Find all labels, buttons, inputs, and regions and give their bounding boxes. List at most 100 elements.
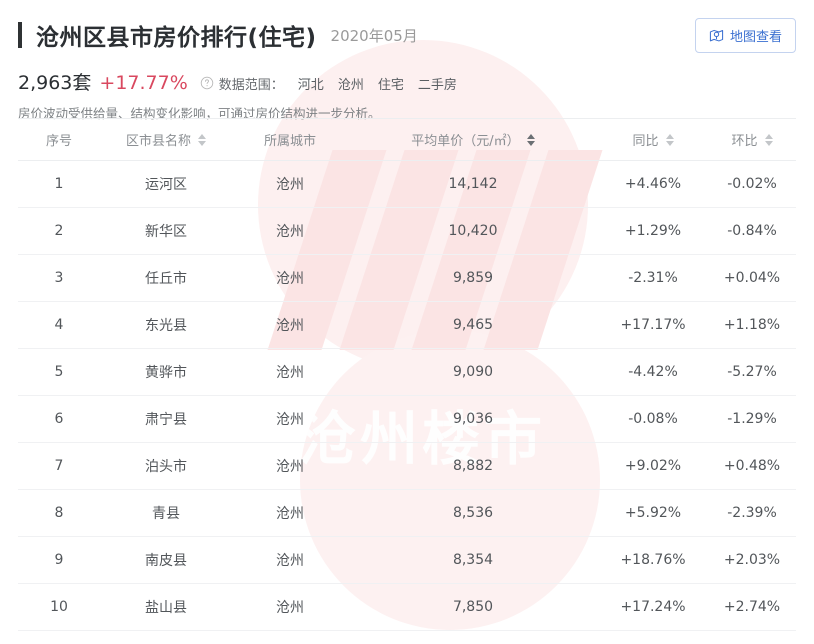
scope-tag-type[interactable]: 住宅 <box>377 78 404 93</box>
ranking-table: 序号 区市县名称 所属城市 平均单价（元/㎡） <box>18 118 796 631</box>
page-header: 沧州区县市房价排行(住宅) 2020年05月 地图查看 2,963套 +17.7… <box>0 0 814 121</box>
scope-tag-province[interactable]: 河北 <box>297 78 324 93</box>
title-accent-bar <box>18 22 22 48</box>
cell-district-name: 盐山县 <box>100 583 232 631</box>
cell-yoy: +17.17% <box>598 301 708 349</box>
table-row[interactable]: 8 青县 沧州 8,536 +5.92% -2.39% <box>18 489 796 537</box>
cell-yoy: -4.42% <box>598 348 708 396</box>
column-header-yoy-label: 同比 <box>632 134 659 149</box>
cell-index: 7 <box>18 442 100 490</box>
sort-toggle-name[interactable] <box>198 133 206 146</box>
cell-district-name: 新华区 <box>100 207 232 255</box>
table-row[interactable]: 4 东光县 沧州 9,465 +17.17% +1.18% <box>18 301 796 349</box>
cell-avg-price: 8,882 <box>348 442 598 490</box>
column-header-name[interactable]: 区市县名称 <box>100 118 232 161</box>
cell-yoy: +5.92% <box>598 489 708 537</box>
cell-city: 沧州 <box>232 160 348 208</box>
cell-city: 沧州 <box>232 489 348 537</box>
column-header-mom[interactable]: 环比 <box>708 118 796 161</box>
cell-avg-price: 14,142 <box>348 160 598 208</box>
cell-index: 2 <box>18 207 100 255</box>
cell-city: 沧州 <box>232 442 348 490</box>
cell-avg-price: 7,850 <box>348 583 598 631</box>
cell-avg-price: 9,036 <box>348 395 598 443</box>
table-row[interactable]: 2 新华区 沧州 10,420 +1.29% -0.84% <box>18 207 796 255</box>
column-header-yoy[interactable]: 同比 <box>598 118 708 161</box>
cell-city: 沧州 <box>232 301 348 349</box>
cell-yoy: +1.29% <box>598 207 708 255</box>
scope-tag-market[interactable]: 二手房 <box>417 78 457 93</box>
cell-index: 1 <box>18 160 100 208</box>
column-header-index: 序号 <box>18 118 100 161</box>
cell-index: 3 <box>18 254 100 302</box>
stats-row: 2,963套 +17.77% 数据范围： 河北 沧州 住宅 二手房 <box>18 68 796 95</box>
cell-index: 8 <box>18 489 100 537</box>
cell-index: 10 <box>18 583 100 631</box>
cell-district-name: 运河区 <box>100 160 232 208</box>
cell-mom: -0.84% <box>708 207 796 255</box>
cell-yoy: -0.08% <box>598 395 708 443</box>
question-circle-icon[interactable] <box>200 76 214 90</box>
title-row: 沧州区县市房价排行(住宅) 2020年05月 地图查看 <box>18 17 796 53</box>
table-row[interactable]: 3 任丘市 沧州 9,859 -2.31% +0.04% <box>18 254 796 302</box>
cell-avg-price: 10,420 <box>348 207 598 255</box>
cell-avg-price: 8,536 <box>348 489 598 537</box>
cell-avg-price: 9,859 <box>348 254 598 302</box>
table-row[interactable]: 1 运河区 沧州 14,142 +4.46% -0.02% <box>18 160 796 208</box>
sort-toggle-yoy[interactable] <box>665 133 674 146</box>
cell-district-name: 青县 <box>100 489 232 537</box>
cell-city: 沧州 <box>232 583 348 631</box>
column-header-index-label: 序号 <box>45 134 72 149</box>
cell-yoy: +4.46% <box>598 160 708 208</box>
table-body: 1 运河区 沧州 14,142 +4.46% -0.02% 2 新华区 沧州 10,420 +1.2… <box>18 160 796 631</box>
cell-city: 沧州 <box>232 536 348 584</box>
sort-toggle-mom[interactable] <box>764 133 773 146</box>
table-row[interactable]: 6 肃宁县 沧州 9,036 -0.08% -1.29% <box>18 395 796 443</box>
cell-yoy: +18.76% <box>598 536 708 584</box>
cell-district-name: 黄骅市 <box>100 348 232 396</box>
cell-avg-price: 8,354 <box>348 536 598 584</box>
map-view-button-label: 地图查看 <box>729 29 782 45</box>
cell-avg-price: 9,090 <box>348 348 598 396</box>
cell-mom: -2.39% <box>708 489 796 537</box>
scope-label: 数据范围： <box>218 78 284 93</box>
map-view-button[interactable]: 地图查看 <box>694 17 796 53</box>
table-row[interactable]: 5 黄骅市 沧州 9,090 -4.42% -5.27% <box>18 348 796 396</box>
cell-index: 5 <box>18 348 100 396</box>
cell-mom: +2.74% <box>708 583 796 631</box>
listing-change-pct: +17.77% <box>99 72 188 94</box>
cell-district-name: 南皮县 <box>100 536 232 584</box>
cell-mom: +0.04% <box>708 254 796 302</box>
cell-city: 沧州 <box>232 395 348 443</box>
table-head: 序号 区市县名称 所属城市 平均单价（元/㎡） <box>18 118 796 161</box>
column-header-price-label: 平均单价（元/㎡） <box>411 134 520 149</box>
cell-index: 4 <box>18 301 100 349</box>
report-period-label: 2020年05月 <box>330 26 418 45</box>
cell-avg-price: 9,465 <box>348 301 598 349</box>
cell-mom: +1.18% <box>708 301 796 349</box>
page-title: 沧州区县市房价排行(住宅) <box>36 25 317 51</box>
cell-city: 沧州 <box>232 348 348 396</box>
column-header-price[interactable]: 平均单价（元/㎡） <box>348 118 598 161</box>
table-row[interactable]: 9 南皮县 沧州 8,354 +18.76% +2.03% <box>18 536 796 584</box>
cell-index: 6 <box>18 395 100 443</box>
cell-district-name: 肃宁县 <box>100 395 232 443</box>
cell-city: 沧州 <box>232 254 348 302</box>
table-row[interactable]: 10 盐山县 沧州 7,850 +17.24% +2.74% <box>18 583 796 631</box>
cell-district-name: 任丘市 <box>100 254 232 302</box>
cell-mom: +2.03% <box>708 536 796 584</box>
cell-yoy: -2.31% <box>598 254 708 302</box>
table-row[interactable]: 7 泊头市 沧州 8,882 +9.02% +0.48% <box>18 442 796 490</box>
scope-tag-city[interactable]: 沧州 <box>337 78 364 93</box>
column-header-city-label: 所属城市 <box>263 134 316 149</box>
cell-city: 沧州 <box>232 207 348 255</box>
column-header-city: 所属城市 <box>232 118 348 161</box>
cell-mom: -1.29% <box>708 395 796 443</box>
listing-count: 2,963套 <box>18 72 92 94</box>
column-header-name-label: 区市县名称 <box>125 134 191 149</box>
cell-yoy: +17.24% <box>598 583 708 631</box>
cell-mom: -0.02% <box>708 160 796 208</box>
sort-toggle-price[interactable] <box>526 133 535 146</box>
cell-index: 9 <box>18 536 100 584</box>
